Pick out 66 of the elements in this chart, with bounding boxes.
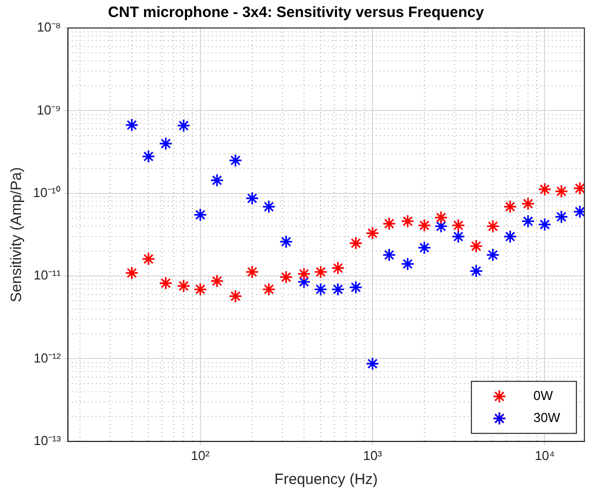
point — [538, 218, 552, 232]
legend-label: 30W — [533, 410, 561, 425]
point — [538, 182, 552, 196]
point — [142, 252, 156, 266]
point — [210, 173, 224, 188]
point — [469, 239, 483, 253]
point — [279, 234, 293, 249]
point — [503, 200, 517, 214]
point — [452, 218, 466, 232]
x-tick-label: 10⁴ — [534, 448, 555, 463]
point — [158, 276, 173, 290]
point — [349, 236, 363, 250]
x-axis-title: Frequency (Hz) — [274, 471, 378, 488]
point — [503, 230, 517, 244]
point — [158, 136, 173, 150]
point — [331, 282, 345, 296]
point — [262, 200, 276, 214]
point — [554, 210, 568, 224]
point — [142, 150, 156, 164]
y-tick-label: 10⁻¹⁰ — [32, 184, 61, 200]
point — [486, 248, 500, 262]
point — [486, 219, 500, 234]
point — [382, 248, 396, 262]
x-tick-label: 10² — [190, 448, 210, 463]
point — [124, 118, 139, 132]
point — [349, 280, 363, 294]
point — [554, 184, 568, 198]
point — [469, 264, 483, 278]
point — [279, 270, 293, 284]
point — [176, 279, 190, 293]
point — [194, 282, 208, 296]
point — [331, 261, 345, 275]
point — [314, 282, 328, 296]
point — [418, 240, 432, 255]
legend-label: 0W — [533, 388, 554, 403]
x-tick-label: 10³ — [363, 448, 383, 463]
point — [228, 154, 242, 168]
point — [245, 265, 259, 279]
point — [194, 208, 208, 222]
point — [228, 289, 242, 304]
point — [382, 216, 396, 230]
point — [434, 219, 448, 234]
point — [262, 282, 276, 296]
point — [245, 192, 259, 206]
y-tick-label: 10⁻⁹ — [36, 102, 61, 118]
point — [314, 265, 328, 279]
point — [521, 214, 535, 228]
point — [366, 356, 380, 371]
point — [297, 275, 311, 289]
point — [124, 266, 139, 280]
y-tick-label: 10⁻¹¹ — [34, 268, 62, 283]
point — [452, 230, 466, 244]
y-tick-label: 10⁻⁸ — [36, 20, 61, 35]
point — [418, 218, 432, 232]
point — [176, 118, 190, 132]
point — [366, 226, 380, 240]
point — [434, 210, 448, 224]
point — [210, 274, 224, 288]
point — [400, 214, 414, 228]
point — [521, 196, 535, 210]
y-tick-label: 10⁻¹² — [34, 350, 62, 366]
chart-title: CNT microphone - 3x4: Sensitivity versus Frequency — [108, 4, 485, 22]
y-axis-title: Sensitivity (Amp/Pa) — [8, 167, 26, 302]
point — [297, 267, 311, 281]
y-tick-label: 10⁻¹³ — [34, 432, 62, 448]
point — [400, 257, 414, 271]
